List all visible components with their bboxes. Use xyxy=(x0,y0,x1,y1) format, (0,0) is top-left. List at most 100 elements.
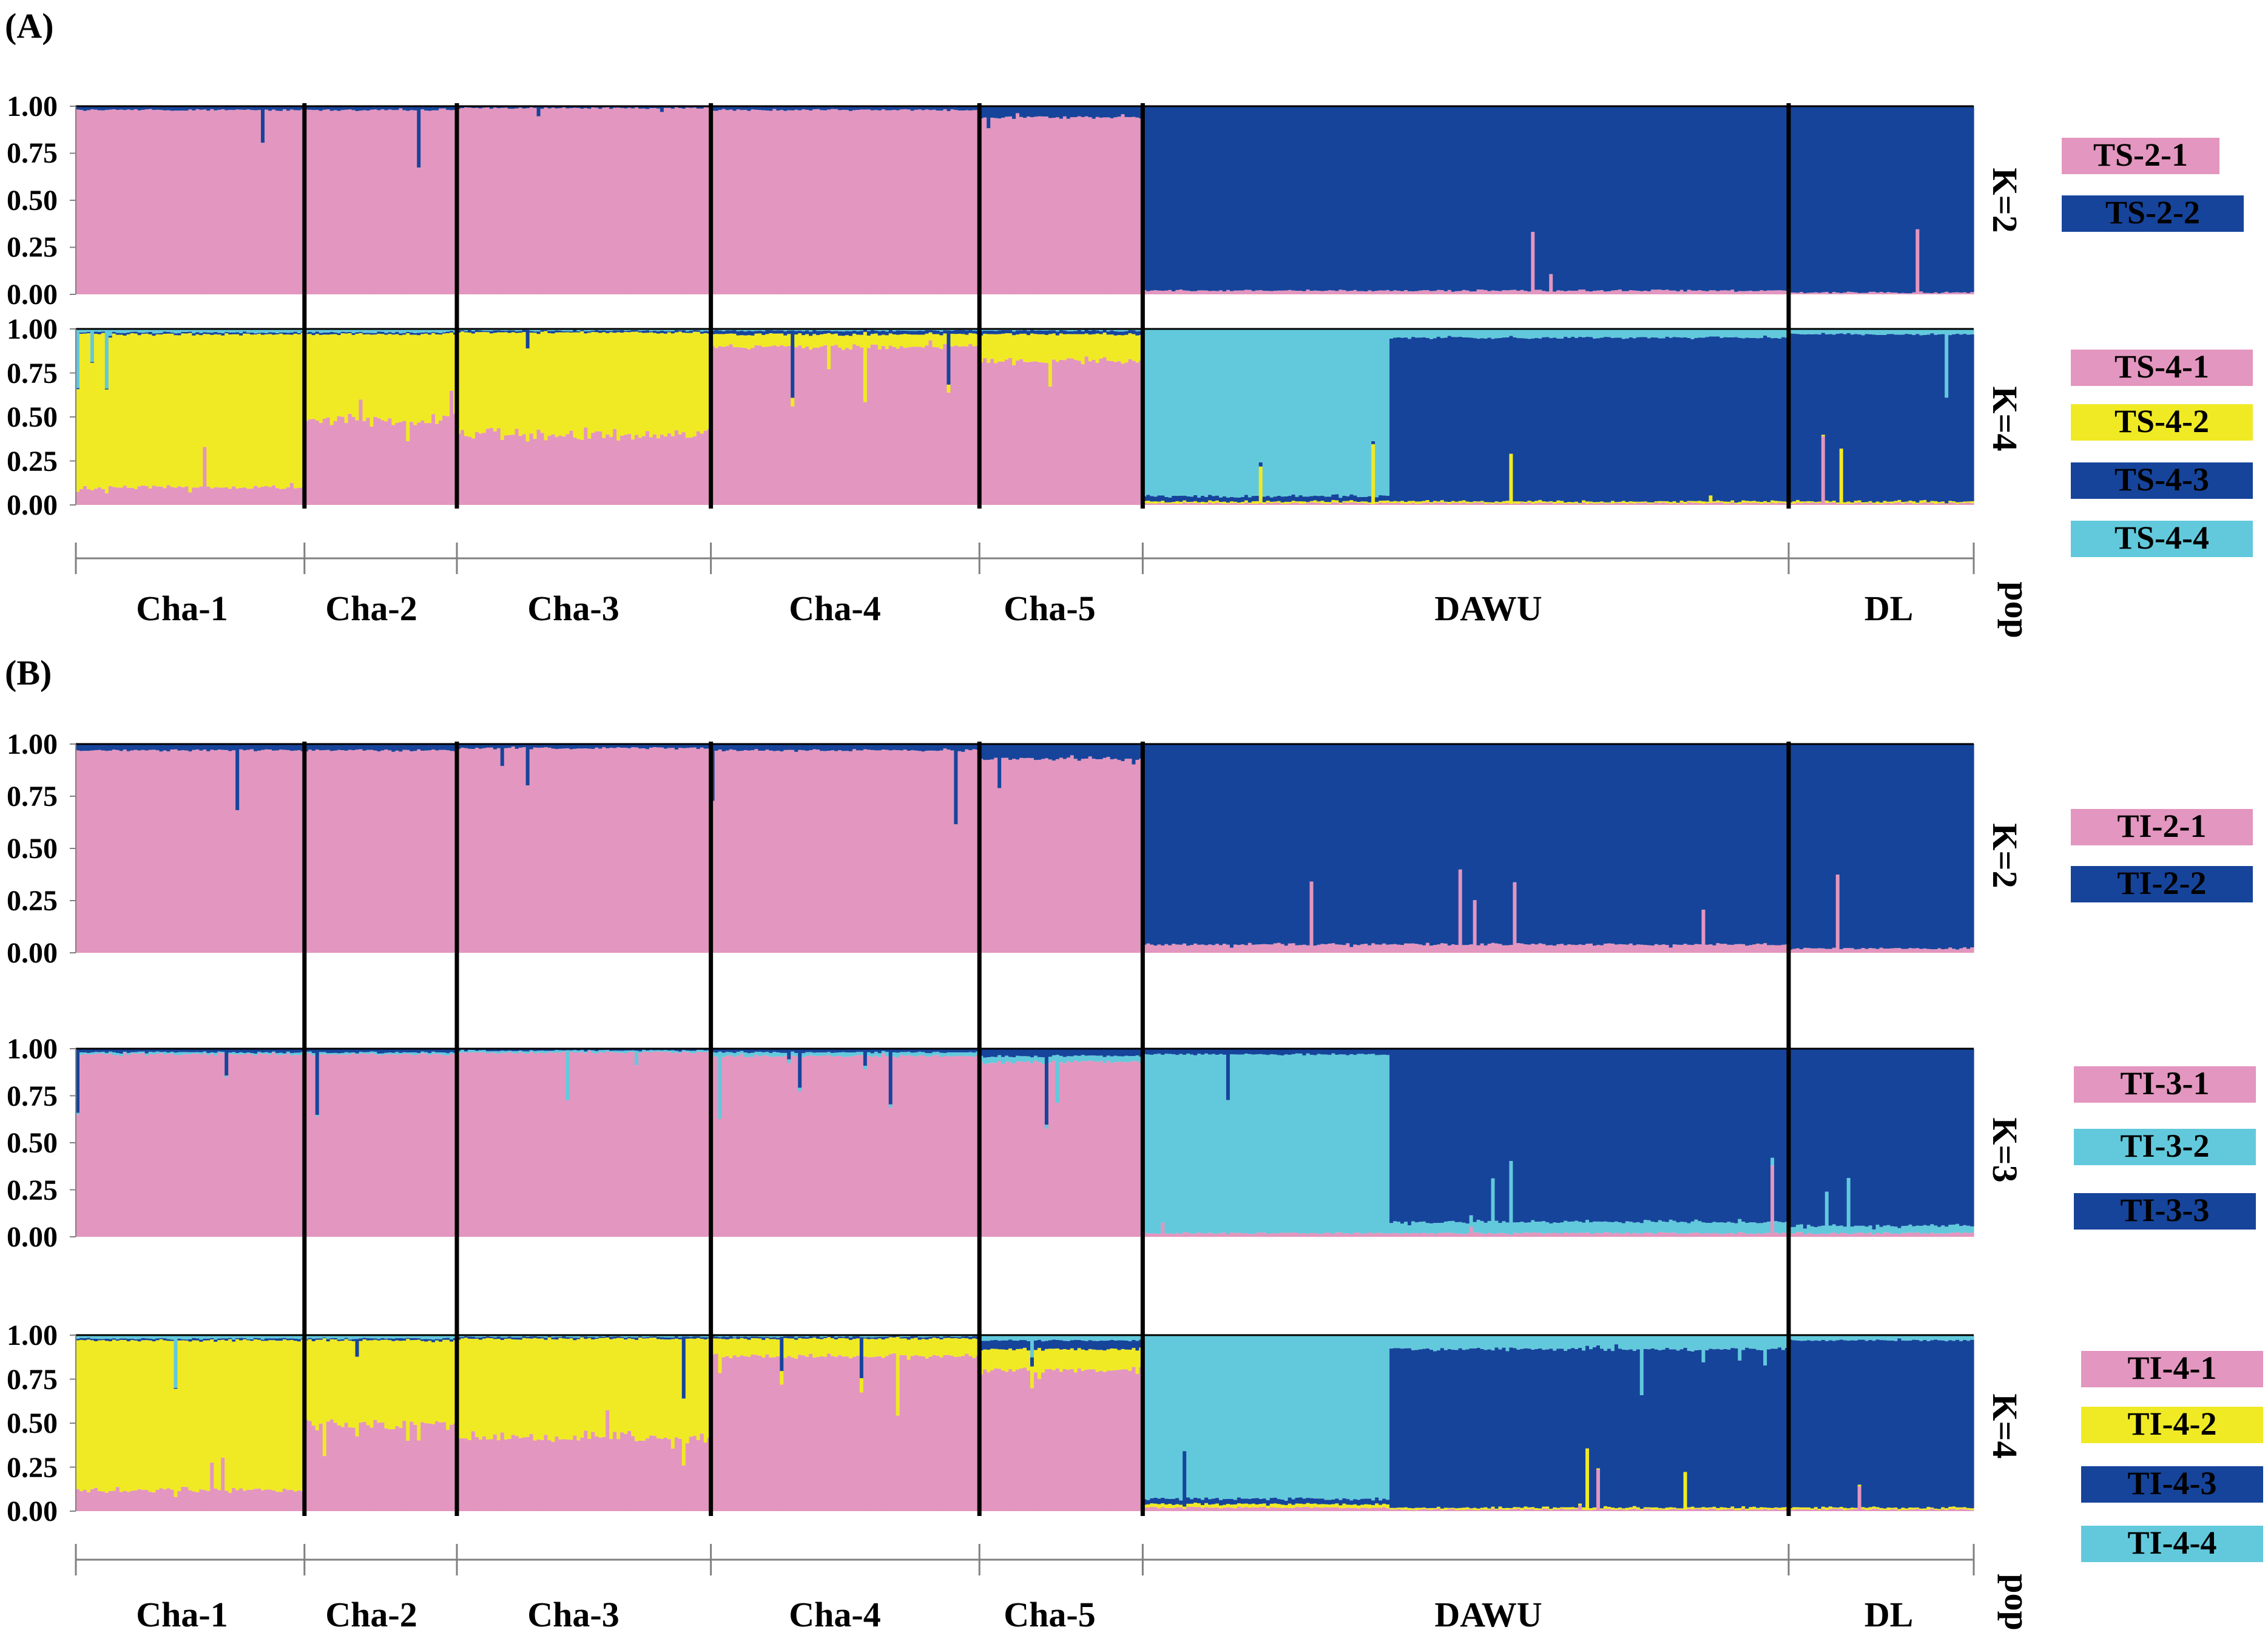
admixture-bar-segment xyxy=(1564,336,1568,502)
admixture-bar-segment xyxy=(1193,495,1198,501)
admixture-bar-segment xyxy=(1861,293,1866,294)
admixture-bar-segment xyxy=(1193,503,1198,505)
admixture-bar-segment xyxy=(1001,361,1005,505)
admixture-bar-segment xyxy=(743,106,748,110)
admixture-bar-segment xyxy=(1258,466,1263,503)
admixture-bar-segment xyxy=(1738,744,1742,944)
admixture-bar-segment xyxy=(1429,329,1434,339)
admixture-bar-segment xyxy=(1901,949,1905,953)
admixture-bar-segment xyxy=(235,488,240,505)
admixture-bar-segment xyxy=(380,331,385,334)
admixture-bar-segment xyxy=(837,1052,842,1056)
admixture-bar-segment xyxy=(1113,117,1118,295)
admixture-bar-segment xyxy=(805,1052,809,1056)
admixture-bar-segment xyxy=(1694,338,1699,501)
admixture-bar-segment xyxy=(1824,291,1829,294)
admixture-bar-segment xyxy=(1226,504,1230,505)
admixture-bar-segment xyxy=(112,329,116,332)
admixture-bar-segment xyxy=(504,744,508,748)
admixture-bar-segment xyxy=(489,331,494,334)
admixture-bar-segment xyxy=(627,1050,632,1052)
admixture-bar-segment xyxy=(282,489,287,505)
admixture-bar-segment xyxy=(308,334,312,420)
admixture-bar-segment xyxy=(736,109,741,294)
admixture-bar-segment xyxy=(1262,291,1267,294)
admixture-bar-segment xyxy=(1767,503,1771,505)
admixture-bar-segment xyxy=(638,748,643,953)
admixture-bar-segment xyxy=(845,1057,849,1237)
admixture-bar-segment xyxy=(1502,501,1507,504)
admixture-bar-segment xyxy=(783,335,788,347)
admixture-bar-segment xyxy=(1868,329,1873,334)
admixture-bar-segment xyxy=(1835,106,1840,293)
admixture-bar-segment xyxy=(1513,503,1517,505)
admixture-bar-segment xyxy=(1690,106,1695,291)
admixture-bar-segment xyxy=(424,744,428,751)
admixture-bar-segment xyxy=(990,117,994,294)
admixture-bar-segment xyxy=(268,1054,272,1237)
admixture-bar-segment xyxy=(685,1049,690,1051)
admixture-bar-segment xyxy=(758,333,762,346)
admixture-bar-segment xyxy=(663,744,668,749)
admixture-bar-segment xyxy=(311,335,316,419)
admixture-bar-segment xyxy=(1266,502,1271,505)
admixture-bar-segment xyxy=(322,1054,327,1237)
admixture-bar-segment xyxy=(511,746,516,953)
admixture-bar-segment xyxy=(1905,501,1909,503)
admixture-bar-segment xyxy=(137,106,142,110)
admixture-bar-segment xyxy=(1208,500,1212,502)
admixture-bar-segment xyxy=(1582,500,1586,502)
admixture-bar-segment xyxy=(1756,943,1760,953)
admixture-bar-segment xyxy=(892,1049,897,1052)
admixture-bar-segment xyxy=(1676,106,1681,291)
admixture-bar-segment xyxy=(613,748,617,953)
admixture-bar-segment xyxy=(1661,502,1666,505)
admixture-bar-segment xyxy=(1821,436,1826,505)
admixture-bar-segment xyxy=(1824,502,1829,505)
admixture-bar-segment xyxy=(1908,329,1912,334)
admixture-bar-segment xyxy=(144,1055,149,1237)
admixture-bar-segment xyxy=(177,486,182,505)
admixture-bar-segment xyxy=(1531,232,1535,294)
admixture-bar-segment xyxy=(595,1054,599,1237)
admixture-bar-segment xyxy=(1443,337,1448,502)
admixture-bar-segment xyxy=(1215,329,1220,496)
admixture-bar-segment xyxy=(1545,329,1550,337)
admixture-bar-segment xyxy=(192,1054,196,1237)
admixture-bar-segment xyxy=(340,331,345,334)
admixture-bar-segment xyxy=(1277,502,1281,505)
admixture-bar-segment xyxy=(595,1051,599,1054)
admixture-bar-segment xyxy=(1730,329,1735,337)
admixture-bar-segment xyxy=(1803,501,1807,503)
admixture-bar-segment xyxy=(1875,949,1880,953)
admixture-bar-segment xyxy=(504,748,508,953)
admixture-bar-segment xyxy=(1937,948,1942,953)
admixture-bar-segment xyxy=(1705,744,1709,945)
admixture-bar-segment xyxy=(297,1052,302,1055)
admixture-bar-segment xyxy=(1222,501,1227,504)
admixture-bar-segment xyxy=(1846,329,1851,333)
admixture-bar-segment xyxy=(137,486,142,505)
admixture-bar-segment xyxy=(1001,330,1005,334)
admixture-bar-segment xyxy=(1676,329,1681,337)
admixture-bar-segment xyxy=(533,329,538,332)
admixture-bar-segment xyxy=(221,333,225,336)
admixture-bar-segment xyxy=(1494,744,1499,944)
admixture-bar-segment xyxy=(275,106,280,111)
admixture-bar-segment xyxy=(1110,106,1115,118)
admixture-bar-segment xyxy=(584,329,588,331)
admixture-bar-segment xyxy=(885,106,889,110)
admixture-bar-segment xyxy=(1269,291,1274,294)
admixture-bar-segment xyxy=(1397,501,1401,503)
admixture-bar-segment xyxy=(809,110,813,294)
admixture-bar-segment xyxy=(108,337,113,486)
admixture-bar-segment xyxy=(602,747,606,953)
admixture-bar-segment xyxy=(133,1052,138,1054)
admixture-bar-segment xyxy=(271,329,276,333)
admixture-bar-segment xyxy=(1578,504,1582,505)
admixture-bar-segment xyxy=(384,334,388,422)
admixture-bar-segment xyxy=(736,335,741,348)
admixture-bar-segment xyxy=(391,751,396,953)
admixture-bar-segment xyxy=(747,744,752,751)
admixture-bar-segment xyxy=(261,749,265,953)
